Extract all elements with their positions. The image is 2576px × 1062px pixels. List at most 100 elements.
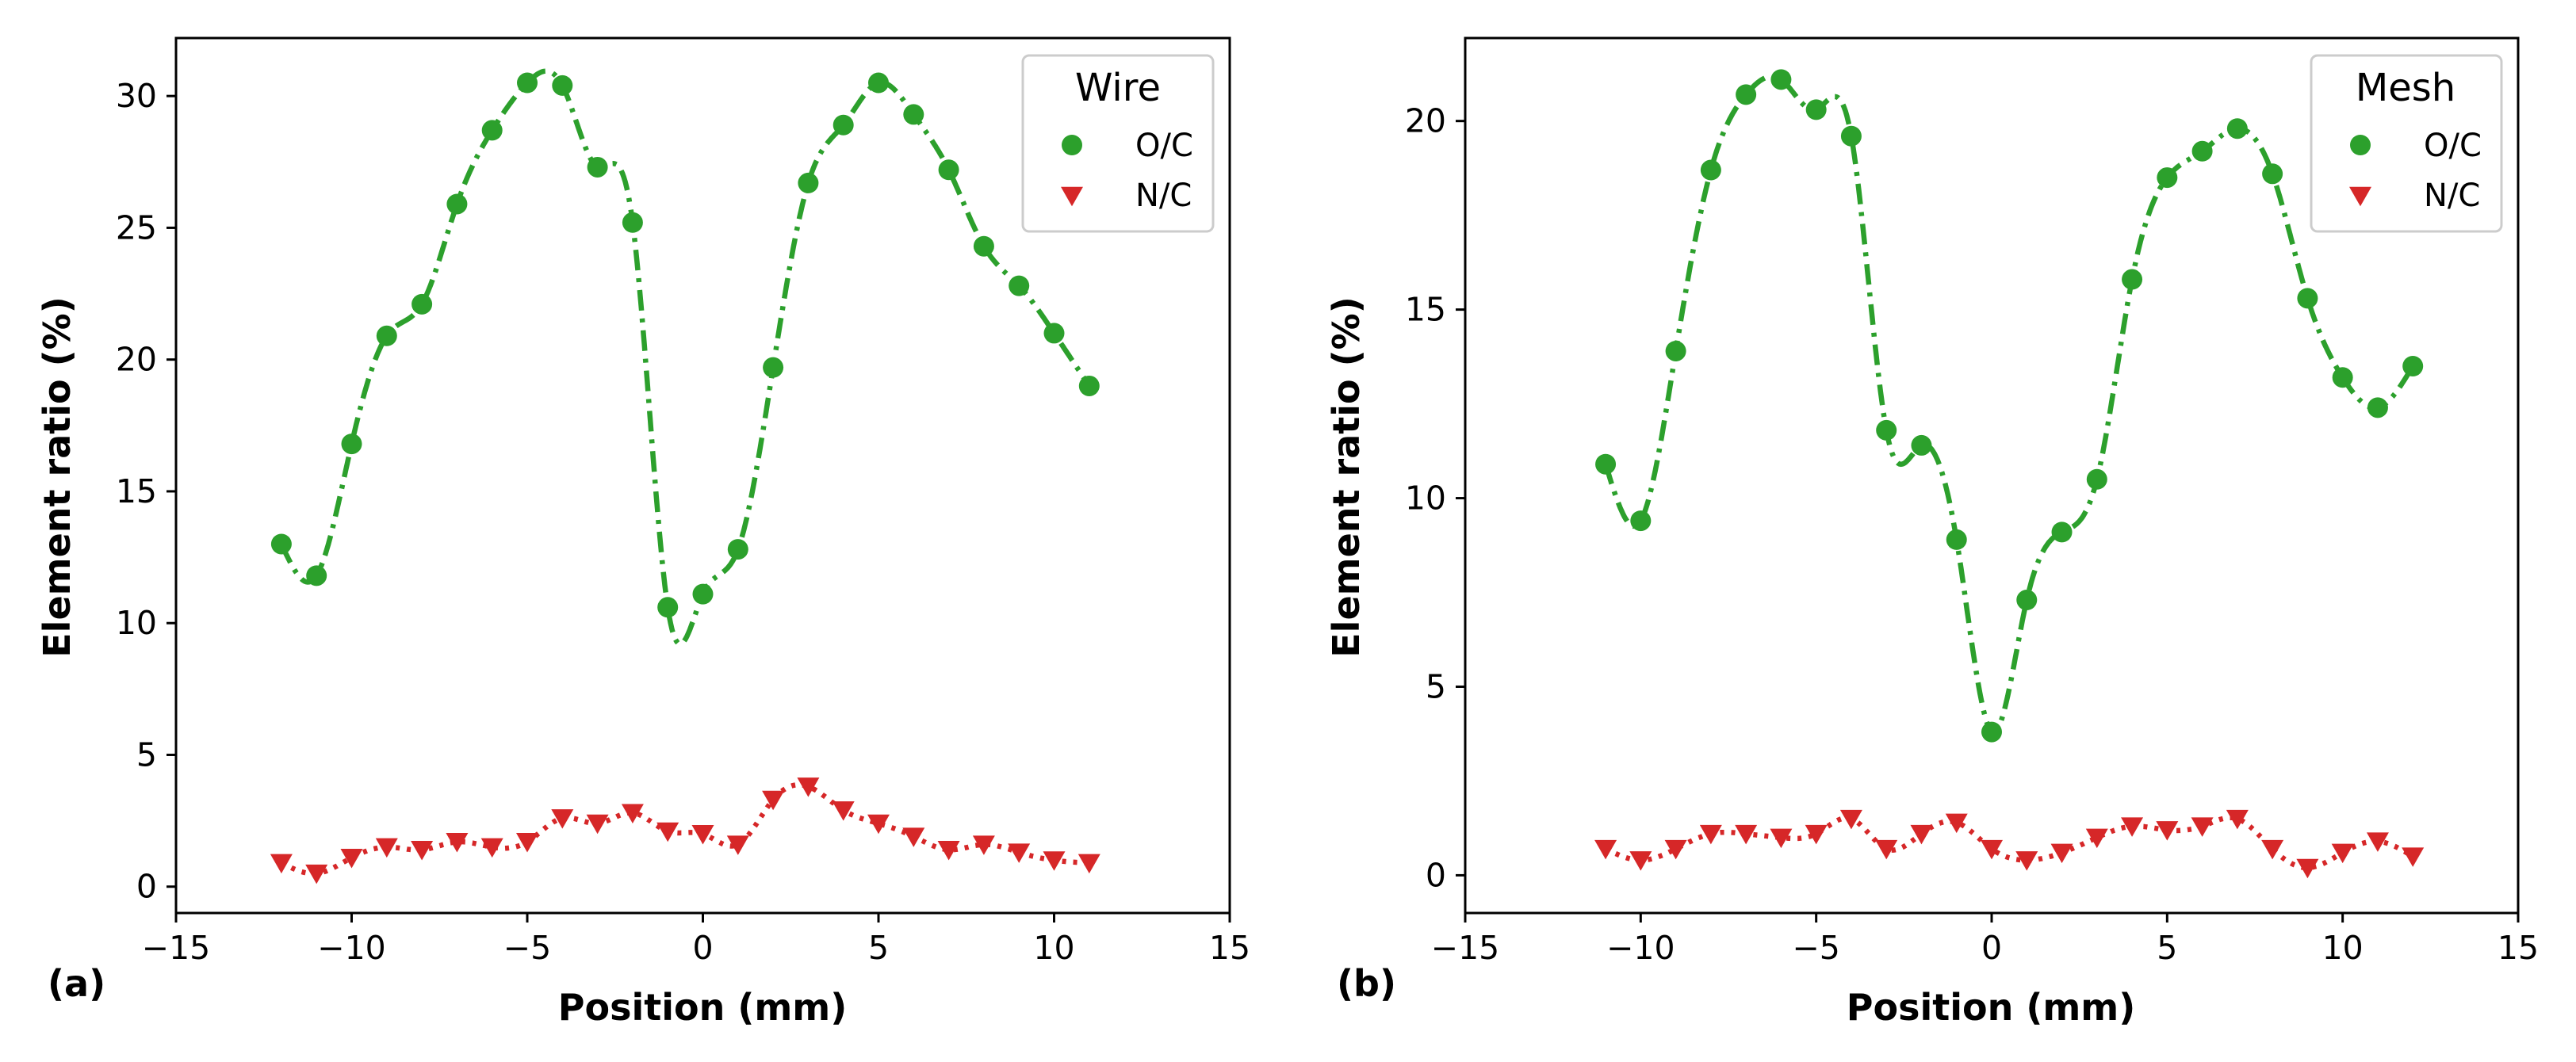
data-point-oc [763, 357, 784, 378]
data-point-nc [1664, 839, 1687, 860]
x-axis-label: Position (mm) [558, 986, 848, 1029]
data-point-nc [1910, 824, 1933, 845]
data-point-nc [480, 838, 503, 858]
data-point-oc [411, 293, 433, 315]
data-point-nc [972, 835, 995, 855]
data-point-oc [1770, 69, 1792, 90]
y-tick-label: 25 [116, 208, 157, 246]
data-point-nc [1875, 839, 1898, 860]
data-point-oc [1805, 99, 1827, 120]
series-line-oc [278, 68, 1092, 647]
data-point-nc [2366, 832, 2389, 852]
x-tick-label: −5 [1792, 929, 1839, 967]
data-point-oc [1876, 419, 1897, 441]
y-tick-label: 10 [1405, 479, 1446, 518]
data-point-oc [1736, 84, 1757, 105]
data-point-oc [938, 159, 959, 181]
data-point-oc [2226, 118, 2248, 139]
data-point-oc [868, 72, 889, 94]
data-point-nc [2085, 828, 2108, 849]
legend-label-oc: O/C [1135, 128, 1193, 164]
data-point-oc [2402, 356, 2424, 376]
data-point-oc [1630, 510, 1652, 532]
data-point-oc [2157, 167, 2178, 189]
x-axis-label: Position (mm) [1847, 986, 2136, 1029]
data-point-oc [270, 533, 292, 555]
data-point-nc [656, 822, 679, 842]
y-tick-label: 5 [1426, 667, 1446, 705]
y-tick-label: 15 [116, 472, 157, 510]
x-tick-label: −10 [1606, 929, 1675, 967]
data-point-oc [552, 74, 573, 96]
legend-marker-nc [1061, 186, 1083, 207]
data-point-nc [1805, 824, 1828, 845]
data-point-nc [797, 777, 820, 797]
data-point-nc [2050, 843, 2073, 864]
y-tick-label: 20 [116, 341, 157, 379]
data-point-nc [340, 848, 363, 869]
data-point-nc [375, 838, 398, 858]
data-point-oc [903, 104, 924, 125]
x-tick-label: 0 [692, 929, 713, 967]
x-tick-label: −15 [1431, 929, 1500, 967]
data-point-oc [798, 172, 819, 193]
data-point-nc [867, 814, 890, 835]
data-point-nc [2156, 821, 2179, 841]
data-point-oc [1078, 375, 1100, 396]
data-point-nc [2015, 851, 2038, 871]
data-point-nc [2296, 858, 2319, 879]
series-line-oc [1602, 74, 2416, 735]
data-point-nc [1981, 839, 2003, 860]
data-point-oc [622, 212, 643, 233]
y-tick-label: 15 [1405, 291, 1446, 329]
x-tick-label: 10 [2322, 929, 2364, 967]
data-point-oc [1911, 434, 1932, 456]
data-point-oc [2191, 140, 2213, 162]
data-point-oc [2122, 269, 2143, 290]
data-point-nc [1735, 824, 1758, 845]
data-point-oc [517, 72, 538, 94]
panel-b: (b) Position (mm) Element ratio (%) −15 −… [1325, 36, 2539, 1029]
data-point-oc [2332, 367, 2353, 388]
data-point-oc [376, 325, 397, 346]
data-point-nc [726, 835, 749, 855]
y-tick-label: 30 [116, 77, 157, 115]
data-point-oc [973, 235, 994, 257]
data-point-oc [1043, 323, 1065, 344]
data-point-nc [902, 827, 925, 847]
data-point-nc [937, 840, 960, 861]
x-tick-label: −5 [503, 929, 551, 967]
data-point-nc [1699, 824, 1722, 845]
data-point-oc [341, 434, 362, 455]
y-axis-label: Element ratio (%) [1325, 296, 1368, 658]
data-point-nc [1043, 851, 1066, 871]
data-point-oc [1840, 125, 1862, 147]
data-point-nc [1770, 828, 1793, 849]
data-point-nc [1945, 813, 1968, 834]
legend-title: Mesh [2356, 66, 2455, 110]
data-point-nc [691, 825, 714, 845]
legend-label-oc: O/C [2424, 128, 2482, 164]
data-point-oc [1665, 340, 1686, 361]
data-point-oc [1981, 721, 2002, 743]
data-point-oc [1700, 159, 1721, 181]
x-tick-label: 15 [1209, 929, 1250, 967]
y-tick-label: 5 [136, 735, 157, 774]
data-point-oc [587, 156, 608, 178]
panel-a: (a) Position (mm) Element ratio (%) −15 −… [36, 36, 1250, 1029]
data-point-oc [446, 193, 468, 215]
y-tick-label: 20 [1405, 102, 1446, 140]
legend-label-nc: N/C [1135, 178, 1192, 214]
data-point-oc [727, 539, 748, 560]
legend-title: Wire [1075, 66, 1161, 110]
data-point-oc [2016, 590, 2038, 611]
data-point-oc [2262, 163, 2283, 185]
x-tick-label: −15 [142, 929, 211, 967]
data-point-nc [2331, 843, 2354, 864]
data-point-nc [1629, 851, 1652, 871]
data-point-nc [2261, 839, 2284, 860]
x-tick-label: −10 [317, 929, 386, 967]
data-point-nc [1077, 854, 1100, 874]
data-point-nc [551, 809, 574, 829]
